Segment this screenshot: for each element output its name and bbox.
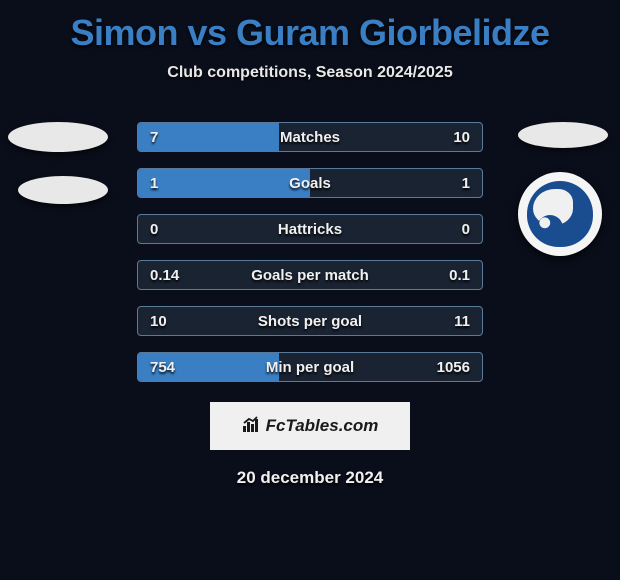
comparison-subtitle: Club competitions, Season 2024/2025: [0, 64, 620, 82]
stat-row: 0.14Goals per match0.1: [137, 260, 483, 290]
stat-row: 1Goals1: [137, 168, 483, 198]
stat-label: Hattricks: [138, 215, 482, 244]
stat-value-right: 10: [453, 123, 470, 152]
stat-value-right: 0.1: [449, 261, 470, 290]
watermark: FcTables.com: [210, 402, 410, 450]
stat-row: 0Hattricks0: [137, 214, 483, 244]
stat-label: Min per goal: [138, 353, 482, 382]
stat-value-right: 0: [462, 215, 470, 244]
stats-container: 7Matches101Goals10Hattricks00.14Goals pe…: [0, 122, 620, 382]
stat-label: Matches: [138, 123, 482, 152]
stat-value-right: 1056: [437, 353, 470, 382]
stat-label: Shots per goal: [138, 307, 482, 336]
snapshot-date: 20 december 2024: [0, 468, 620, 488]
comparison-title: Simon vs Guram Giorbelidze: [0, 0, 620, 54]
stat-row: 754Min per goal1056: [137, 352, 483, 382]
stat-value-right: 1: [462, 169, 470, 198]
watermark-text: FcTables.com: [266, 416, 379, 436]
chart-icon: [242, 416, 262, 437]
stat-row: 7Matches10: [137, 122, 483, 152]
stat-label: Goals: [138, 169, 482, 198]
stat-value-right: 11: [454, 307, 470, 336]
stat-row: 10Shots per goal11: [137, 306, 483, 336]
stat-label: Goals per match: [138, 261, 482, 290]
